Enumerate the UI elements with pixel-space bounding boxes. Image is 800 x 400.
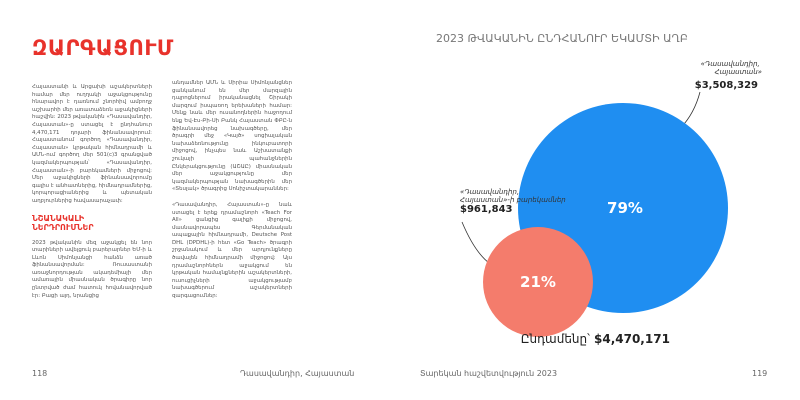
page-number: 118: [32, 369, 48, 378]
footer: Տարեկան հաշվետվություն 2023: [420, 369, 558, 378]
paragraph: «Դասավանդիր, Հայաստան»-ը նաև ստացել է եր…: [172, 201, 292, 300]
category-label: «Դասավանդիր, Հայաստան»: [701, 60, 762, 76]
paragraph: անդամներ ԱՄՆ և Սիրիա Սիմոնյանցներ ցանկան…: [172, 80, 292, 193]
value-label: $3,508,329: [695, 80, 758, 91]
share-label: 79%: [607, 199, 643, 217]
left-page: ԶԱՐԳԱՑՈՒՄ Հայաստանի և Արցախի աշակերտների…: [32, 36, 355, 378]
category-label: «Դասավանդիր, Հայաստան»-ի բարեկամներ: [460, 188, 566, 204]
chart-title: 2023 ԹՎԱԿԱՆԻՆ ԸՆԴՀԱՆՈՒՐ ԵԿԱՄՏԻ ԱՂԲ: [436, 32, 688, 45]
text-column: անդամներ ԱՄՆ և Սիրիա Սիմոնյանցներ ցանկան…: [172, 80, 292, 309]
label-line: Հայաստան»-ի բարեկամներ: [460, 196, 566, 204]
label-line: «Դասավանդիր,: [460, 188, 521, 196]
paragraph: Հայաստանի և Արցախի աշակերտների համար մեր…: [32, 84, 152, 204]
right-page: Տարեկան հաշվետվություն 2023 119: [400, 0, 800, 400]
chart: 2023 ԹՎԱԿԱՆԻՆ ԸՆԴՀԱՆՈՒՐ ԵԿԱՄՏԻ ԱՂԲ 79% 21…: [436, 32, 762, 346]
value-label: $961,843: [460, 204, 513, 215]
total-label: Ընդամենը՝: [521, 332, 590, 346]
label-line: «Դասավանդիր,: [701, 60, 762, 68]
total-value: $4,470,171: [594, 332, 670, 346]
footer: Դասավանդիր, Հայաստան: [240, 369, 355, 378]
label-line: Հայաստան»: [715, 68, 762, 76]
text-column: Հայաստանի և Արցախի աշակերտների համար մեր…: [32, 84, 152, 308]
share-label: 21%: [520, 273, 556, 291]
subheading: ՆՇԱՆԱԿԱԼԻ ՆԵՐԴՐՈՒՄՆԵՐ: [32, 213, 94, 232]
page-number: 119: [752, 369, 768, 378]
bubble: [483, 227, 593, 337]
page-title: ԶԱՐԳԱՑՈՒՄ: [32, 36, 174, 60]
paragraph: 2023 թվականին մեզ աջակցել են նոր տարիներ…: [32, 239, 152, 299]
